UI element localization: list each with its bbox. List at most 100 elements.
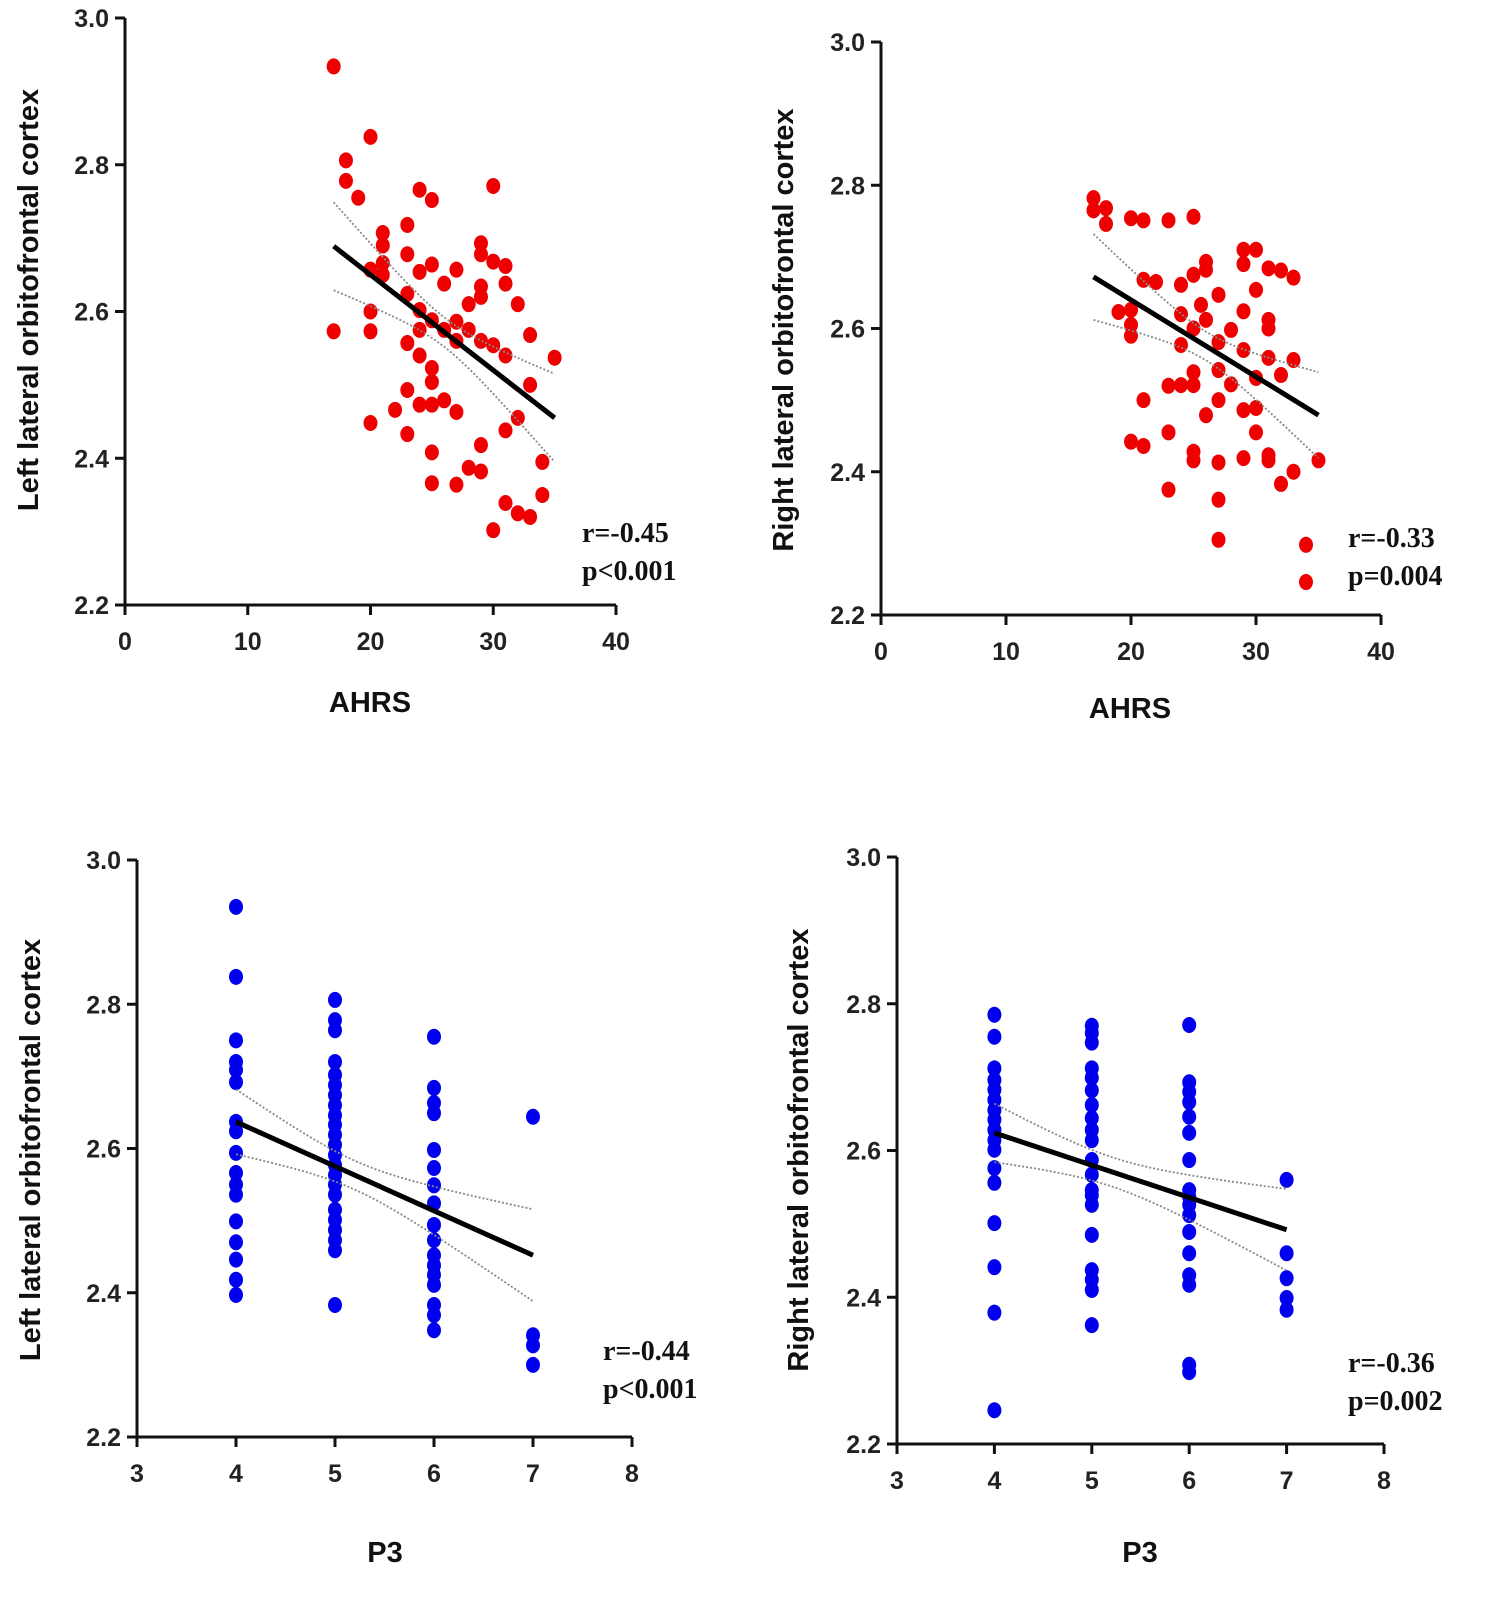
data-point <box>526 1108 540 1125</box>
x-tick-label: 6 <box>1182 1467 1196 1495</box>
data-point <box>1211 334 1226 351</box>
data-point <box>1136 271 1151 288</box>
data-point <box>1249 241 1263 258</box>
y-tick-label: 2.6 <box>74 299 109 327</box>
data-point <box>229 1061 243 1078</box>
data-point <box>473 246 488 263</box>
data-point <box>400 426 415 443</box>
data-point <box>427 1079 441 1096</box>
y-tick-label: 2.2 <box>74 592 109 620</box>
confidence-band-lower <box>994 1161 1288 1272</box>
data-point <box>1099 215 1113 232</box>
data-point <box>1084 1166 1099 1183</box>
data-point <box>498 275 513 292</box>
data-point <box>1174 276 1188 293</box>
data-point <box>1186 377 1201 394</box>
data-point <box>449 476 464 493</box>
data-point <box>1182 1017 1197 1034</box>
correlation-r-label: r=-0.33 <box>1348 523 1435 554</box>
data-point <box>1084 1082 1099 1099</box>
data-point <box>547 349 562 366</box>
data-point <box>412 181 427 198</box>
data-point <box>229 1074 243 1091</box>
confidence-band-upper <box>235 1088 534 1211</box>
data-point <box>328 1297 342 1314</box>
data-point <box>449 404 464 421</box>
data-point <box>328 1022 342 1039</box>
x-tick-label: 30 <box>479 628 507 656</box>
data-point <box>229 1234 243 1251</box>
y-tick-label: 3.0 <box>86 847 121 875</box>
data-point <box>412 263 427 280</box>
y-tick-label: 2.8 <box>846 991 881 1019</box>
data-point <box>1182 1108 1197 1125</box>
data-point <box>535 486 550 503</box>
data-point <box>328 1242 342 1259</box>
data-point <box>449 313 464 330</box>
data-point <box>229 968 243 985</box>
data-point <box>1186 364 1201 381</box>
data-point <box>1224 376 1238 393</box>
data-point <box>523 376 538 393</box>
data-point <box>229 1286 243 1303</box>
data-point <box>424 475 439 492</box>
data-point <box>427 1141 441 1158</box>
y-axis-label: Left lateral orbitofrontal cortex <box>13 89 45 511</box>
y-tick-label: 2.8 <box>74 152 109 180</box>
x-tick-label: 3 <box>890 1467 904 1495</box>
confidence-band-lower <box>1093 319 1320 459</box>
data-point <box>427 1216 441 1233</box>
x-tick-label: 7 <box>1280 1467 1294 1495</box>
data-point <box>486 253 501 270</box>
data-point <box>1286 352 1301 369</box>
data-point <box>1186 208 1201 225</box>
y-tick-label: 2.4 <box>846 1284 881 1312</box>
correlation-r-label: r=-0.44 <box>603 1336 690 1367</box>
x-tick-label: 0 <box>874 638 888 666</box>
data-point <box>535 453 550 470</box>
y-axis-label: Left lateral orbitofrontal cortex <box>15 939 47 1361</box>
data-point <box>1182 1276 1197 1293</box>
regression-line <box>332 244 557 420</box>
data-point <box>427 1177 441 1194</box>
data-point <box>473 288 488 305</box>
x-tick-label: 30 <box>1242 638 1270 666</box>
data-point <box>1286 269 1301 286</box>
data-point <box>1124 210 1138 227</box>
data-point <box>1274 262 1288 279</box>
data-point <box>987 1006 1002 1023</box>
x-tick-label: 10 <box>992 638 1020 666</box>
data-point <box>1124 433 1138 450</box>
data-point <box>375 237 390 254</box>
data-point <box>1124 327 1138 344</box>
data-point <box>229 1032 243 1049</box>
data-point <box>437 275 452 292</box>
data-point <box>424 359 439 376</box>
regression-line <box>993 1130 1288 1233</box>
x-tick-label: 40 <box>1367 638 1395 666</box>
data-point <box>1261 260 1276 277</box>
correlation-r-label: r=-0.45 <box>582 518 669 549</box>
data-point <box>1236 450 1251 467</box>
data-point <box>351 189 366 206</box>
data-point <box>498 422 513 439</box>
y-tick-label: 2.6 <box>846 1138 881 1166</box>
x-axis-label: AHRS <box>329 687 411 719</box>
data-point <box>1236 241 1251 258</box>
y-tick-label: 2.4 <box>830 459 865 487</box>
data-point <box>1099 200 1113 217</box>
data-point <box>1182 1124 1197 1141</box>
data-point <box>1161 212 1176 229</box>
x-tick-label: 3 <box>130 1460 144 1488</box>
data-point <box>427 1159 441 1176</box>
y-tick-label: 2.6 <box>86 1136 121 1164</box>
data-point <box>1299 574 1313 591</box>
data-point <box>1299 536 1313 553</box>
data-point <box>1182 1223 1197 1240</box>
x-tick-label: 7 <box>526 1460 540 1488</box>
data-point <box>1186 452 1201 469</box>
correlation-p-label: p=0.004 <box>1348 561 1443 592</box>
x-axis-label: P3 <box>1122 1537 1157 1569</box>
data-point <box>1084 1110 1099 1127</box>
data-point <box>328 1053 342 1070</box>
